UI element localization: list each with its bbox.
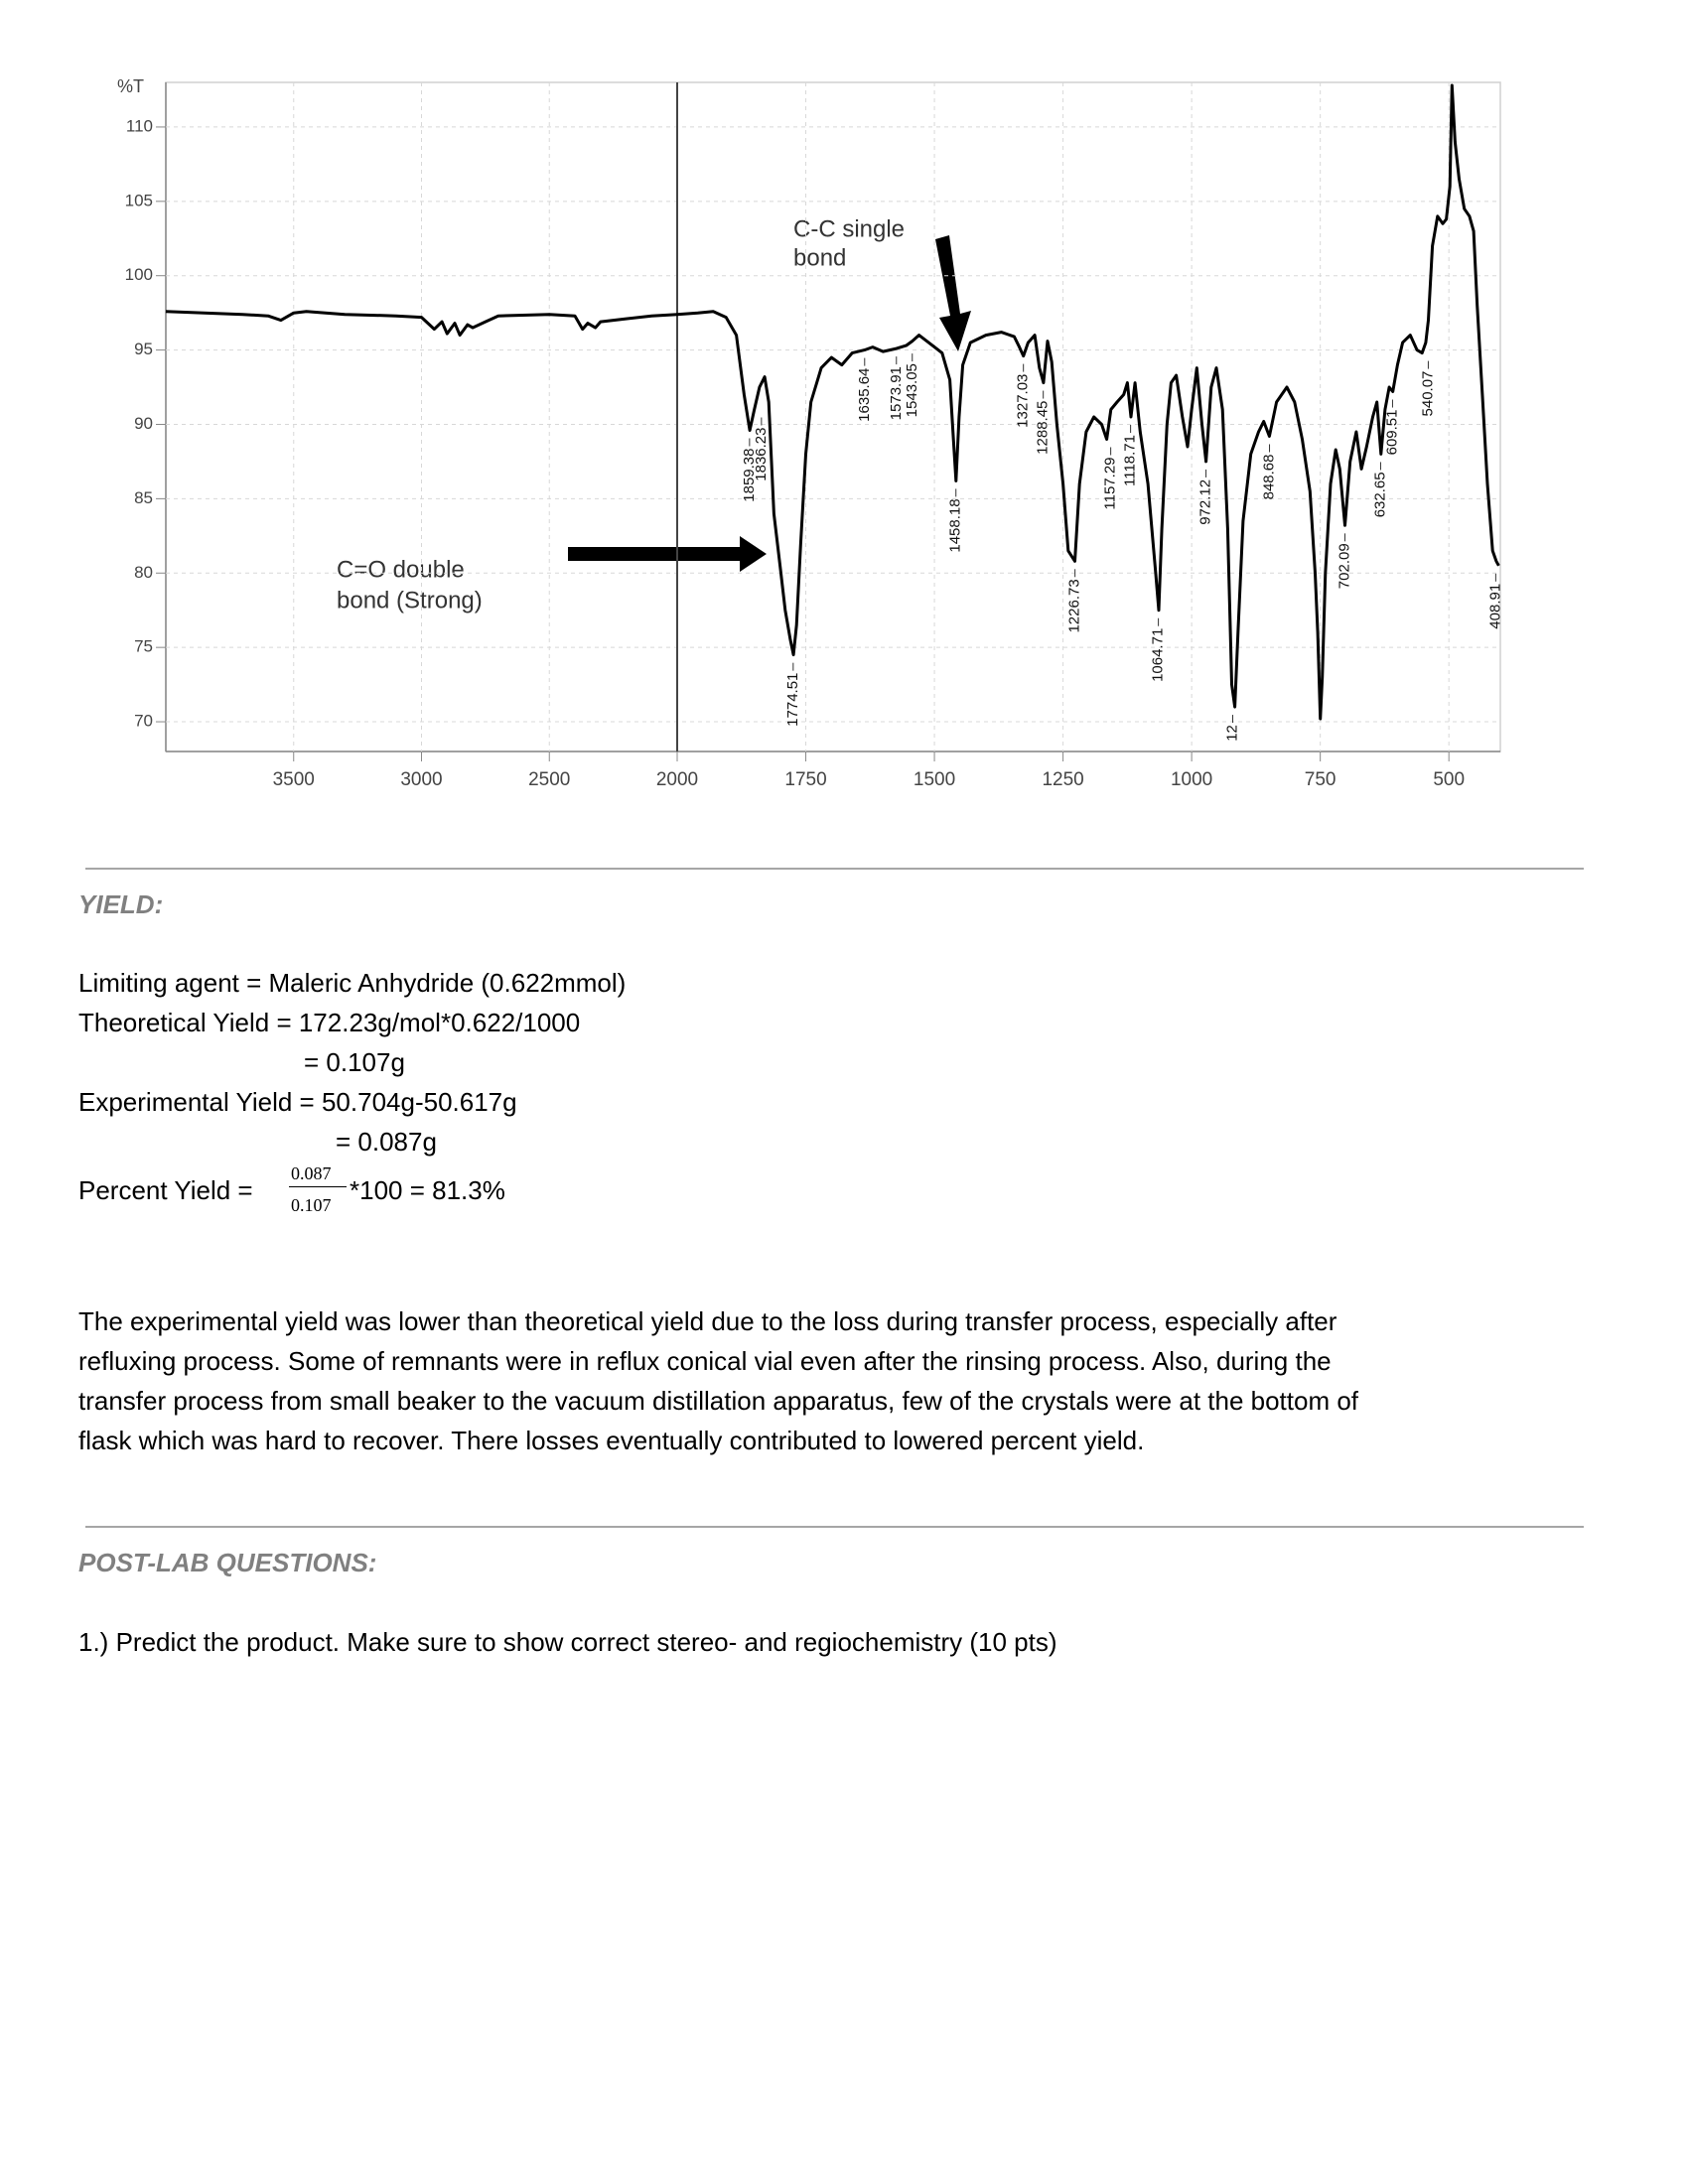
peak-label: 12 bbox=[1223, 725, 1240, 742]
y-tick-label: 75 bbox=[134, 637, 153, 656]
denominator: 0.107 bbox=[291, 1195, 332, 1215]
peak-label: 1774.51 bbox=[784, 673, 801, 727]
annotation: bond bbox=[793, 244, 846, 271]
peak-label: 1573.91 bbox=[888, 366, 905, 420]
peak-label: 1288.45 bbox=[1035, 401, 1052, 455]
peak-label: 609.51 bbox=[1383, 410, 1400, 456]
peak-label: 1635.64 bbox=[856, 368, 873, 422]
y-tick-label: 100 bbox=[125, 265, 153, 284]
text-line: Experimental Yield = 50.704g-50.617g bbox=[78, 1087, 517, 1117]
y-tick-label: 80 bbox=[134, 563, 153, 582]
peak-label: 1543.05 bbox=[904, 363, 920, 417]
peak-label: 1859.38 bbox=[741, 449, 758, 502]
y-tick-label: 90 bbox=[134, 414, 153, 433]
x-tick-label: 3000 bbox=[400, 769, 442, 790]
x-tick-label: 2500 bbox=[528, 769, 570, 790]
x-tick-label: 2000 bbox=[656, 769, 698, 790]
peak-label: 1226.73 bbox=[1066, 579, 1083, 632]
divider bbox=[85, 868, 1584, 870]
paragraph-line: flask which was hard to recover. There l… bbox=[78, 1426, 1145, 1455]
peak-label: 1157.29 bbox=[1102, 458, 1119, 510]
peak-label: 408.91 bbox=[1486, 584, 1503, 629]
ir-spectrum: %T C-C single bond C=O double bond (Stro… bbox=[117, 76, 1503, 790]
peak-label: 1118.71 bbox=[1122, 435, 1139, 486]
annotation: C-C single bbox=[793, 215, 905, 242]
y-tick-label: 95 bbox=[134, 340, 153, 358]
peak-label: 1327.03 bbox=[1015, 374, 1032, 428]
text-line: Theoretical Yield = 172.23g/mol*0.622/10… bbox=[78, 1008, 581, 1037]
text-line: Limiting agent = Maleric Anhydride (0.62… bbox=[78, 968, 627, 998]
peak-label: 1458.18 bbox=[947, 498, 964, 552]
x-tick-label: 1750 bbox=[784, 769, 826, 790]
arrow bbox=[935, 235, 971, 351]
x-tick-label: 3500 bbox=[273, 769, 315, 790]
fraction-bar bbox=[289, 1186, 347, 1187]
text-line: = 0.087g bbox=[336, 1127, 437, 1157]
x-tick-label: 1000 bbox=[1171, 769, 1212, 790]
section-heading: POST-LAB QUESTIONS: bbox=[78, 1548, 377, 1577]
peak-label: 1836.23 bbox=[753, 428, 770, 481]
text-line: Percent Yield = bbox=[78, 1175, 253, 1205]
x-tick-label: 1250 bbox=[1042, 769, 1083, 790]
spectrum-line bbox=[165, 83, 1500, 721]
peak-label: 540.07 bbox=[1419, 371, 1436, 417]
divider bbox=[85, 1526, 1584, 1528]
x-tick-label: 500 bbox=[1433, 769, 1465, 790]
annotation: C=O double bbox=[337, 556, 465, 583]
y-tick-label: 105 bbox=[125, 191, 153, 209]
arrow bbox=[568, 536, 767, 572]
numerator: 0.087 bbox=[291, 1163, 332, 1183]
text-line: = 0.107g bbox=[304, 1047, 405, 1077]
y-tick-label: 70 bbox=[134, 712, 153, 731]
peak-label: 848.68 bbox=[1260, 455, 1277, 500]
peak-label: 1064.71 bbox=[1150, 628, 1167, 682]
peak-label: 702.09 bbox=[1336, 543, 1352, 589]
text-line: *100 = 81.3% bbox=[350, 1175, 505, 1205]
peak-label: 632.65 bbox=[1371, 472, 1388, 517]
annotation: bond (Strong) bbox=[337, 587, 483, 614]
question: 1.) Predict the product. Make sure to sh… bbox=[78, 1627, 1057, 1657]
y-tick-label: 110 bbox=[126, 116, 153, 135]
x-tick-label: 1500 bbox=[914, 769, 955, 790]
section-heading: YIELD: bbox=[78, 889, 164, 919]
plot-frame bbox=[165, 81, 1501, 752]
paragraph-line: transfer process from small beaker to th… bbox=[78, 1386, 1359, 1416]
x-tick-label: 750 bbox=[1305, 769, 1336, 790]
peak-label: 972.12 bbox=[1197, 479, 1214, 525]
y-tick-label: 85 bbox=[134, 488, 153, 507]
paragraph-line: refluxing process. Some of remnants were… bbox=[78, 1346, 1332, 1376]
paragraph-line: The experimental yield was lower than th… bbox=[78, 1306, 1337, 1336]
y-axis-label: %T bbox=[117, 76, 144, 96]
